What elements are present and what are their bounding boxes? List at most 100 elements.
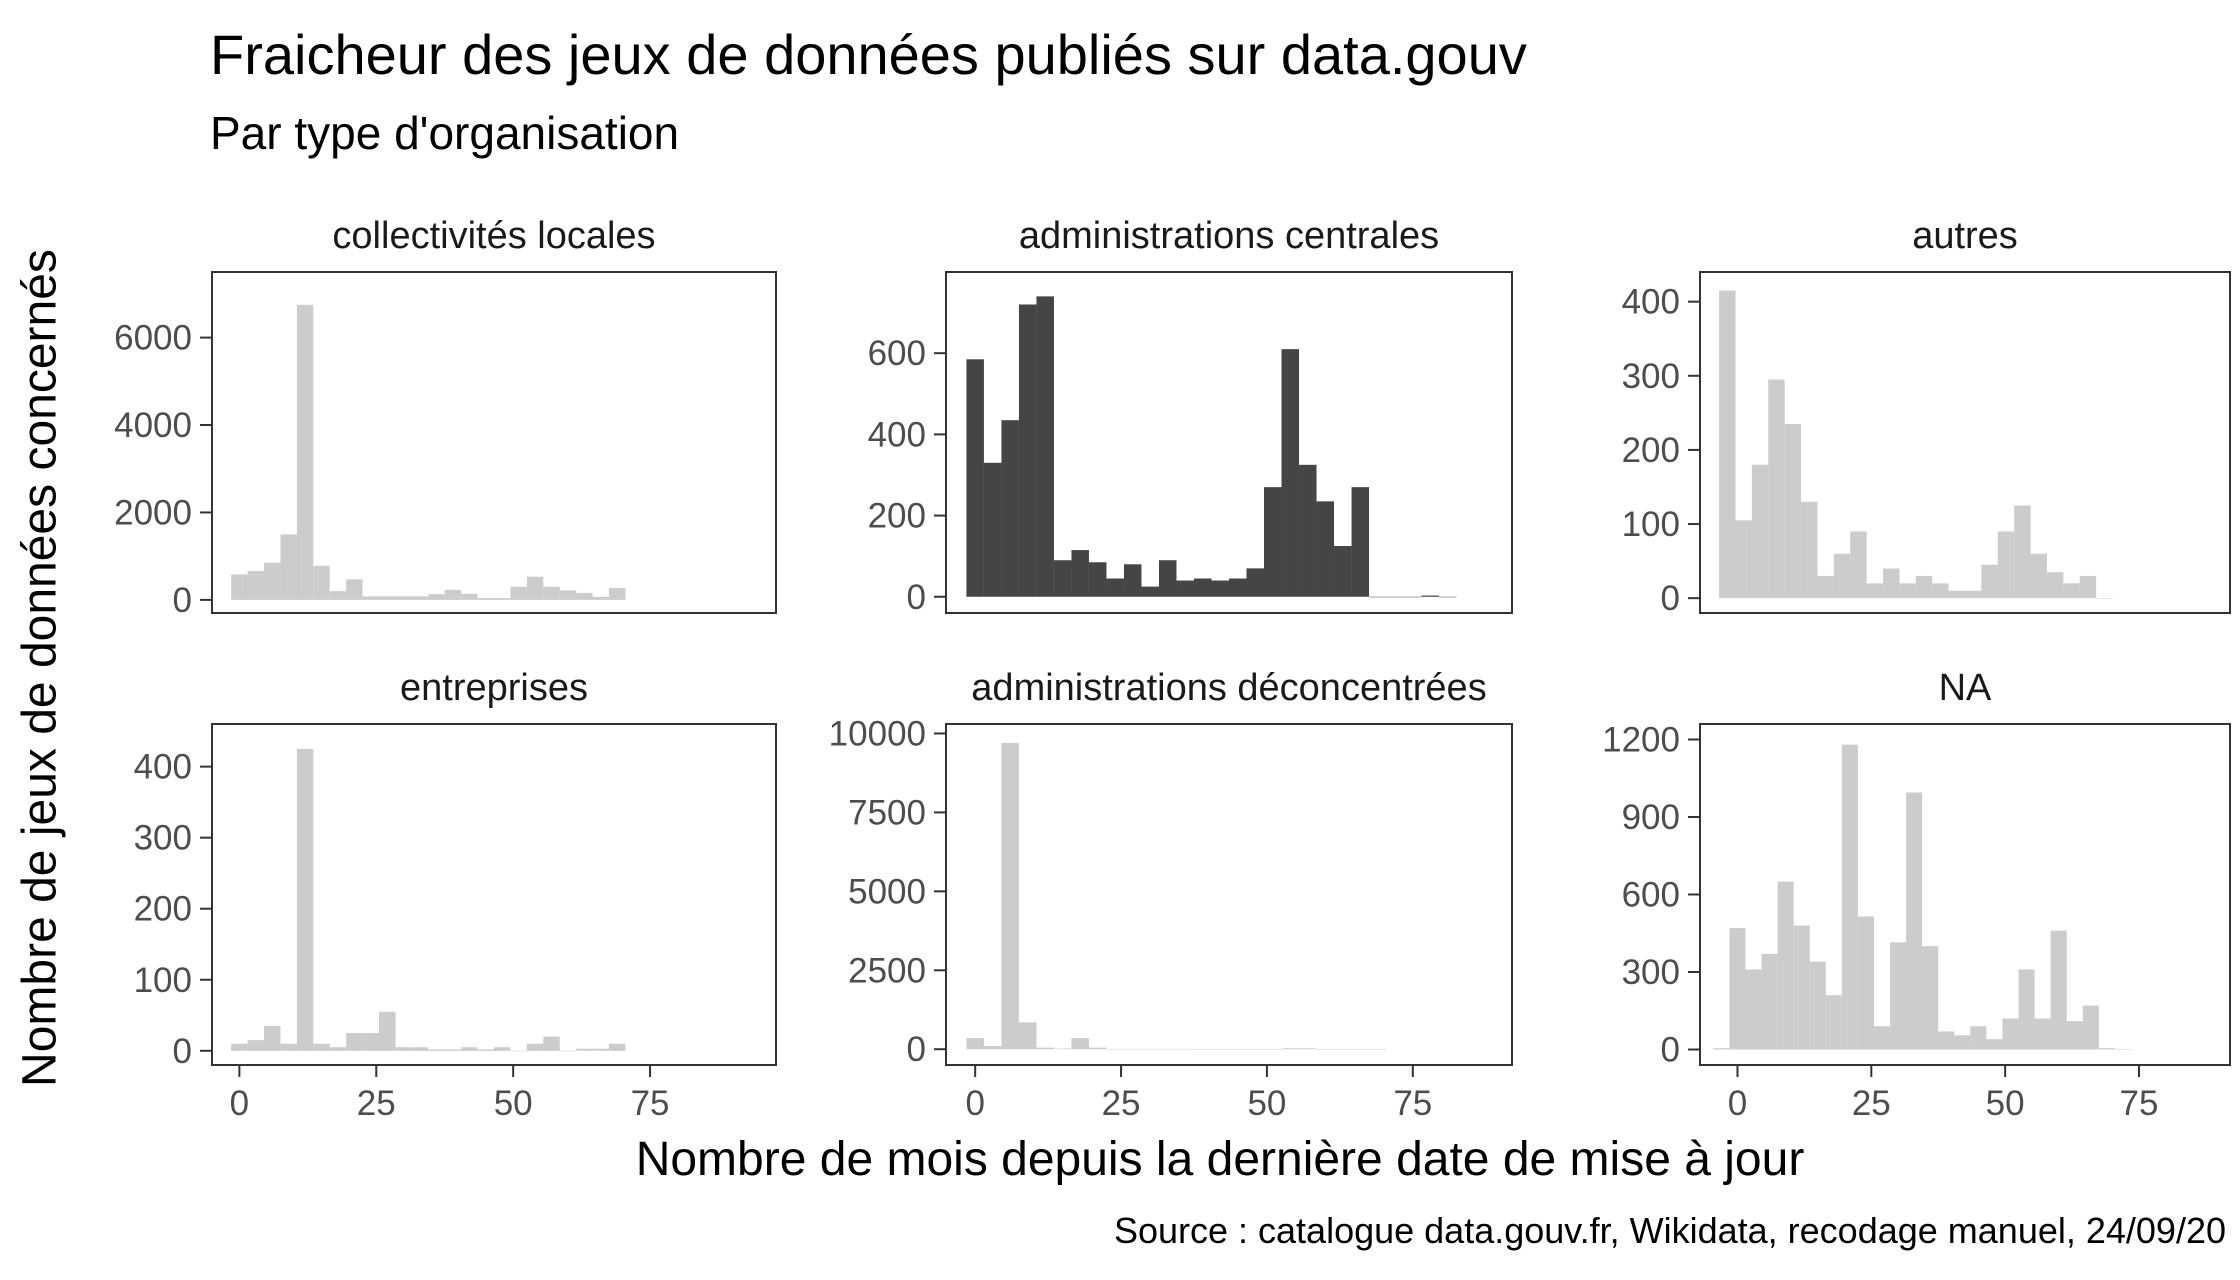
histogram-bar (1001, 420, 1019, 597)
histogram-bar (2046, 572, 2064, 599)
histogram-bar (1193, 1049, 1212, 1050)
histogram-bar (1106, 578, 1124, 597)
histogram-bar (1981, 564, 1998, 599)
y-tick-label: 300 (1622, 953, 1680, 992)
histogram-bar (1351, 1049, 1370, 1050)
histogram-bar (1193, 578, 1212, 597)
histogram-bar (444, 589, 462, 600)
histogram-bar (346, 1033, 363, 1051)
histogram-bar (1817, 575, 1834, 599)
histogram-bar (1088, 562, 1107, 597)
histogram-bar (461, 1047, 478, 1051)
histogram-bar (2079, 575, 2097, 599)
histogram-bar (280, 534, 297, 600)
histogram-bar (1421, 595, 1440, 597)
histogram-bar (2034, 1018, 2051, 1050)
histogram-bar (1890, 942, 1907, 1050)
histogram-bar (2030, 553, 2047, 599)
histogram-bar (1915, 575, 1933, 599)
chart-subtitle: Par type d'organisation (210, 107, 680, 159)
histogram-bar (1229, 1049, 1247, 1050)
histogram-bar (966, 359, 984, 597)
facet-panel: NA 0 300 600 900 1200 0 25 50 75 (1602, 667, 2231, 1123)
y-tick-label: 400 (1622, 283, 1680, 322)
histogram-bar (576, 592, 593, 600)
panel-border (1699, 271, 2231, 614)
histogram-bar (1751, 464, 1769, 599)
y-tick-label: 2500 (848, 951, 926, 990)
y-tick-label: 400 (868, 415, 926, 454)
histogram-bar (1801, 501, 1818, 599)
histogram-bar (1071, 1038, 1089, 1050)
y-tick-label: 1200 (1602, 721, 1680, 760)
histogram-bar (1793, 925, 1810, 1050)
histogram-bar (1158, 560, 1177, 597)
histogram-bar (1036, 296, 1054, 597)
histogram-bar (1316, 1049, 1335, 1050)
facet-panel: autres 0 100 200 300 400 (1622, 215, 2231, 618)
facet-panel: entreprises 0 100 200 300 400 0 25 50 75 (134, 667, 777, 1123)
histogram-bar (395, 1047, 412, 1051)
histogram-bar (1281, 349, 1300, 597)
y-tick-label: 4000 (114, 406, 192, 445)
facet-strip-label: entreprises (400, 667, 588, 709)
histogram-bar (1018, 304, 1037, 597)
histogram-bar (1018, 1022, 1037, 1050)
histogram-bar (2114, 1049, 2131, 1050)
histogram-bar (296, 304, 314, 600)
histogram-bar (576, 1048, 593, 1051)
histogram-bar (1071, 550, 1089, 597)
y-tick-label: 5000 (848, 872, 926, 911)
facet-strip-label: NA (1939, 667, 1992, 709)
y-tick-label: 900 (1622, 798, 1680, 837)
histogram-bar (247, 571, 265, 600)
x-tick-label: 25 (1852, 1084, 1891, 1123)
histogram-bar (2018, 969, 2035, 1050)
histogram-bar (1141, 586, 1159, 597)
x-tick-label: 25 (1102, 1084, 1141, 1123)
y-tick-label: 0 (173, 1032, 192, 1071)
histogram-bar (280, 1043, 297, 1051)
y-tick-label: 200 (1622, 431, 1680, 470)
histogram-bar (1713, 1048, 1730, 1050)
panel-border (945, 271, 1513, 614)
histogram-bar (1970, 1026, 1987, 1050)
source-caption: Source : catalogue data.gouv.fr, Wikidat… (1113, 1210, 2226, 1251)
histogram-bar (1761, 953, 1778, 1050)
histogram-bar (1922, 946, 1939, 1050)
y-tick-label: 7500 (848, 793, 926, 832)
histogram-bar (1264, 1049, 1282, 1050)
histogram-bar (1053, 560, 1072, 597)
histogram-bar (1281, 1048, 1300, 1050)
histogram-bar (1932, 583, 1949, 599)
histogram-bar (1906, 792, 1923, 1050)
x-tick-label: 25 (357, 1084, 396, 1123)
y-tick-label: 0 (907, 1030, 926, 1069)
x-tick-label: 75 (1393, 1084, 1432, 1123)
histogram-bar (1841, 744, 1858, 1050)
histogram-bar (1351, 487, 1370, 597)
histogram-bar (1857, 916, 1874, 1050)
x-tick-label: 75 (631, 1084, 670, 1123)
histogram-bar (1809, 961, 1826, 1050)
histogram-bar (1123, 564, 1142, 597)
histogram-bar (1229, 578, 1247, 597)
histogram-bar (1986, 1039, 2003, 1050)
histogram-bar (1825, 995, 1842, 1050)
histogram-bar (1833, 553, 1851, 599)
y-tick-label: 400 (134, 748, 192, 787)
histogram-bar (1299, 1048, 1317, 1050)
histogram-bar (1053, 1048, 1072, 1050)
histogram-bar (1334, 546, 1352, 597)
y-tick-label: 10000 (829, 714, 926, 753)
y-tick-label: 0 (173, 581, 192, 620)
histogram-bar (983, 462, 1002, 597)
histogram-bar (1001, 742, 1019, 1050)
histogram-bar (379, 596, 396, 600)
histogram-bar (1299, 464, 1317, 597)
histogram-bar (477, 1049, 494, 1051)
histogram-bar (1850, 531, 1867, 599)
facet-strip-label: administrations déconcentrées (971, 667, 1486, 709)
y-tick-label: 100 (1622, 505, 1680, 544)
histogram-bar (1316, 501, 1335, 597)
